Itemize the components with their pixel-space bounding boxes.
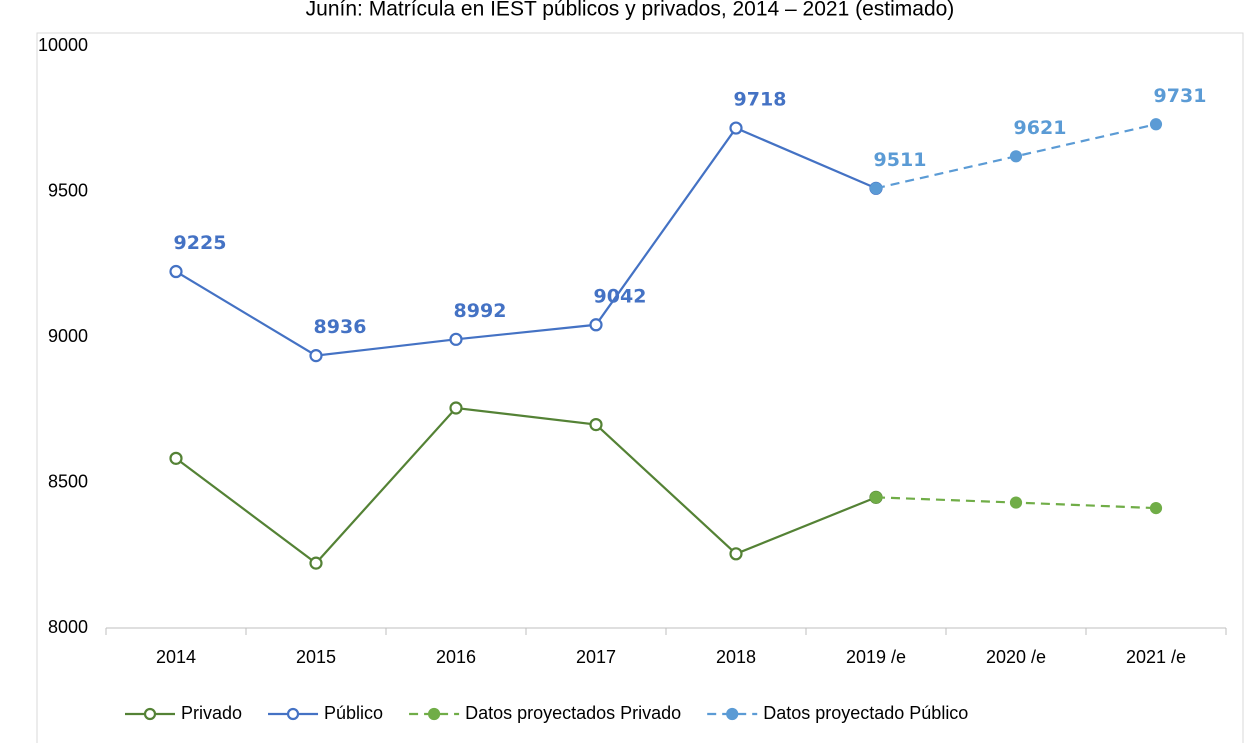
data-point <box>309 349 323 363</box>
data-label: 9621 <box>1014 117 1067 139</box>
x-tick-label: 2019 /e <box>846 647 906 667</box>
data-label: 8992 <box>454 300 507 322</box>
series-line <box>175 126 877 357</box>
y-tick-label: 9500 <box>48 180 88 200</box>
data-point <box>729 547 743 561</box>
data-point <box>309 556 323 570</box>
data-point <box>589 417 603 432</box>
legend-marker <box>726 707 739 721</box>
data-label: 9225 <box>174 232 227 254</box>
chart-border <box>36 32 1244 743</box>
legend-label: Público <box>324 703 383 723</box>
legend-marker <box>286 707 300 721</box>
data-label: 9718 <box>734 89 787 111</box>
legend-marker <box>427 707 441 721</box>
y-tick-label: 8000 <box>48 617 88 637</box>
data-point <box>1149 118 1163 131</box>
chart-title: Junín: Matrícula en IEST públicos y priv… <box>306 0 955 21</box>
y-tick-label: 8500 <box>48 471 88 491</box>
x-tick-label: 2015 <box>296 647 336 667</box>
data-point <box>449 332 463 346</box>
x-tick-label: 2016 <box>436 647 476 667</box>
data-point <box>589 318 603 332</box>
x-tick-label: 2021 /e <box>1126 647 1186 667</box>
data-point <box>1009 150 1023 163</box>
x-tick-label: 2017 <box>576 647 616 667</box>
y-tick-label: 10000 <box>38 35 88 55</box>
data-point <box>869 182 883 195</box>
y-tick-label: 9000 <box>48 326 88 346</box>
data-point <box>1009 496 1023 509</box>
data-point <box>1149 502 1163 515</box>
series-line <box>175 406 877 565</box>
legend-label: Privado <box>181 703 242 723</box>
data-label: 9042 <box>594 285 647 307</box>
data-point <box>449 401 463 415</box>
legend-marker <box>143 707 157 721</box>
x-tick-label: 2014 <box>156 647 196 667</box>
data-point <box>729 121 743 135</box>
data-point <box>169 451 183 465</box>
legend-label: Datos proyectados Privado <box>465 703 681 723</box>
x-tick-label: 2018 <box>716 647 756 667</box>
data-point <box>869 491 883 504</box>
data-point <box>169 264 183 279</box>
x-tick-label: 2020 /e <box>986 647 1046 667</box>
data-label: 8936 <box>314 316 367 338</box>
data-label: 9731 <box>1154 85 1207 107</box>
data-label: 9511 <box>874 149 927 171</box>
legend-label: Datos proyectado Público <box>763 703 968 723</box>
